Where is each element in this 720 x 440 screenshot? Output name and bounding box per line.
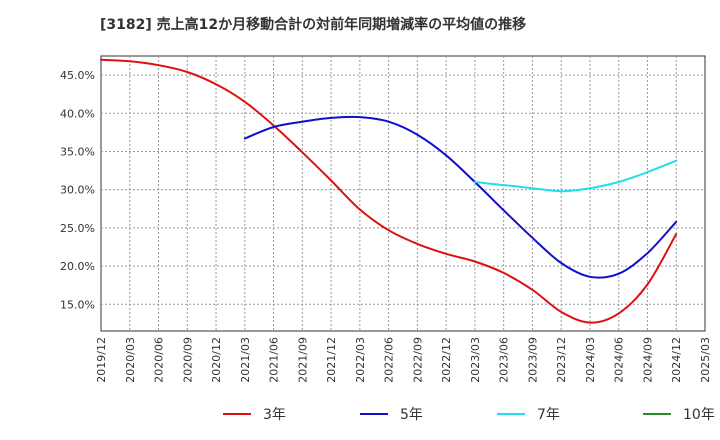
series-lines — [100, 58, 678, 324]
series-line-1 — [100, 58, 678, 324]
series-line-2 — [243, 115, 678, 279]
legend-label-2: 5年 — [400, 407, 423, 423]
x-tick-label: 2020/09 — [181, 337, 194, 383]
chart-title: [3182] 売上高12か月移動合計の対前年同期増減率の平均値の推移 — [100, 17, 527, 33]
series-line-3 — [473, 159, 678, 193]
legend-label-1: 3年 — [263, 407, 286, 423]
x-tick-label: 2023/12 — [555, 337, 568, 383]
x-tick-label: 2021/09 — [296, 337, 309, 383]
x-tick-label: 2022/03 — [354, 337, 367, 383]
x-tick-label: 2022/12 — [440, 337, 453, 383]
x-tick-label: 2024/12 — [670, 337, 683, 383]
y-tick-label: 45.0% — [60, 69, 95, 82]
x-tick-label: 2023/03 — [469, 337, 482, 383]
horizontal-grid — [101, 74, 705, 305]
legend-label-4: 10年 — [683, 407, 715, 423]
x-tick-label: 2024/06 — [613, 337, 626, 383]
x-tick-label: 2021/12 — [325, 337, 338, 383]
x-tick-label: 2024/09 — [641, 337, 654, 383]
y-tick-label: 35.0% — [60, 145, 95, 158]
y-tick-label: 30.0% — [60, 184, 95, 197]
x-tick-label: 2020/03 — [124, 337, 137, 383]
legend: 3年 5年 7年 10年 — [223, 407, 715, 423]
x-tick-label: 2021/06 — [268, 337, 281, 383]
x-tick-label: 2022/06 — [383, 337, 396, 383]
x-tick-label: 2024/03 — [584, 337, 597, 383]
y-tick-label: 25.0% — [60, 222, 95, 235]
y-tick-label: 20.0% — [60, 260, 95, 273]
legend-label-3: 7年 — [537, 407, 560, 423]
x-tick-label: 2020/12 — [210, 337, 223, 383]
x-tick-label: 2021/03 — [239, 337, 252, 383]
y-axis-ticks: 15.0% 20.0% 25.0% 30.0% 35.0% 40.0% 45.0% — [60, 69, 95, 311]
x-axis-ticks: 2019/12 2020/03 2020/06 2020/09 2020/12 2021/… — [95, 337, 712, 383]
y-tick-label: 15.0% — [60, 298, 95, 311]
vertical-grid — [129, 56, 677, 331]
x-tick-label: 2020/06 — [153, 337, 166, 383]
plot-area — [100, 55, 706, 332]
x-tick-label: 2022/09 — [411, 337, 424, 383]
x-tick-label: 2023/06 — [498, 337, 511, 383]
x-tick-label: 2019/12 — [95, 337, 108, 383]
y-tick-label: 40.0% — [60, 107, 95, 120]
x-tick-label: 2025/03 — [699, 337, 712, 383]
x-tick-label: 2023/09 — [526, 337, 539, 383]
